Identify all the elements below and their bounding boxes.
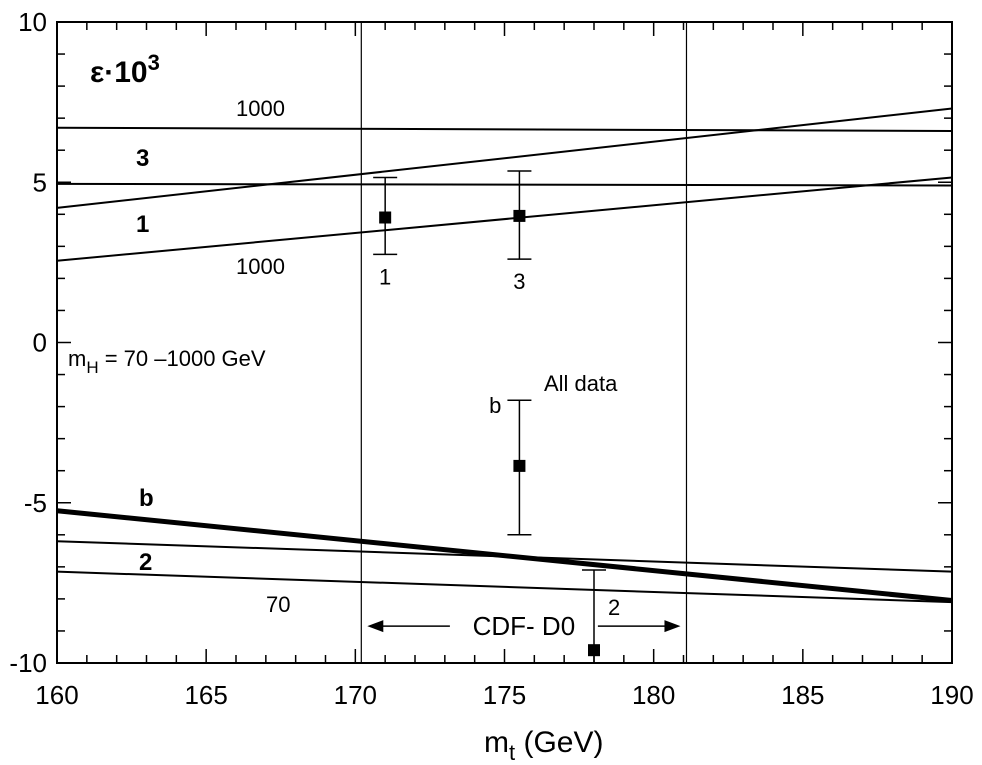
curve-label-2: 2 [139, 549, 152, 576]
curve-label-1: 1 [136, 211, 149, 238]
point-b-label: b [489, 393, 501, 418]
x-tick-label: 175 [483, 680, 526, 710]
y-axis-title: ε·103 [90, 50, 160, 89]
x-tick-label: 185 [781, 680, 824, 710]
x-tick-label: 180 [632, 680, 675, 710]
band-label: CDF- D0 [473, 611, 576, 641]
y-tick-label: 0 [33, 328, 47, 358]
y-tick-label: -5 [24, 488, 47, 518]
point-1-marker [379, 211, 392, 224]
series-line-1 [56, 176, 953, 262]
y-tick-label: -10 [9, 648, 47, 678]
x-tick-label: 170 [334, 680, 377, 710]
x-tick-label: 165 [184, 680, 227, 710]
cdf-d0-band: CDF- D0 [367, 611, 681, 641]
series-lines [56, 107, 953, 604]
band-arrowhead-left [367, 620, 384, 633]
point-2-marker [588, 644, 600, 657]
mh-label-1000-lower: 1000 [236, 254, 285, 279]
all-data-label: All data [544, 371, 618, 396]
point-3-label: 3 [513, 269, 525, 294]
series-line-3 [56, 126, 953, 132]
y-tick-label: 10 [18, 7, 47, 37]
point-3-marker [513, 209, 526, 222]
point-b-marker [513, 459, 526, 472]
x-tick-label: 190 [930, 680, 973, 710]
point-2-label: 2 [608, 595, 620, 620]
curve-label-b: b [139, 485, 154, 512]
mh-label-1000-upper: 1000 [236, 96, 285, 121]
mh-range-annotation: mH = 70 –1000 GeV [68, 346, 266, 377]
x-tick-label: 160 [35, 680, 78, 710]
x-axis-title: mt (GeV) [484, 726, 603, 765]
curve-label-3: 3 [136, 145, 149, 172]
point-1-label: 1 [379, 264, 391, 289]
y-tick-label: 5 [33, 167, 47, 197]
series-line-1 [56, 182, 953, 187]
band-arrowhead-right [664, 620, 681, 633]
mh-label-70: 70 [266, 592, 290, 617]
series-line-3 [56, 107, 953, 209]
series-line-2 [56, 540, 953, 573]
data-points: 1 3 b 2 [373, 170, 620, 663]
series-line-2 [56, 570, 953, 604]
